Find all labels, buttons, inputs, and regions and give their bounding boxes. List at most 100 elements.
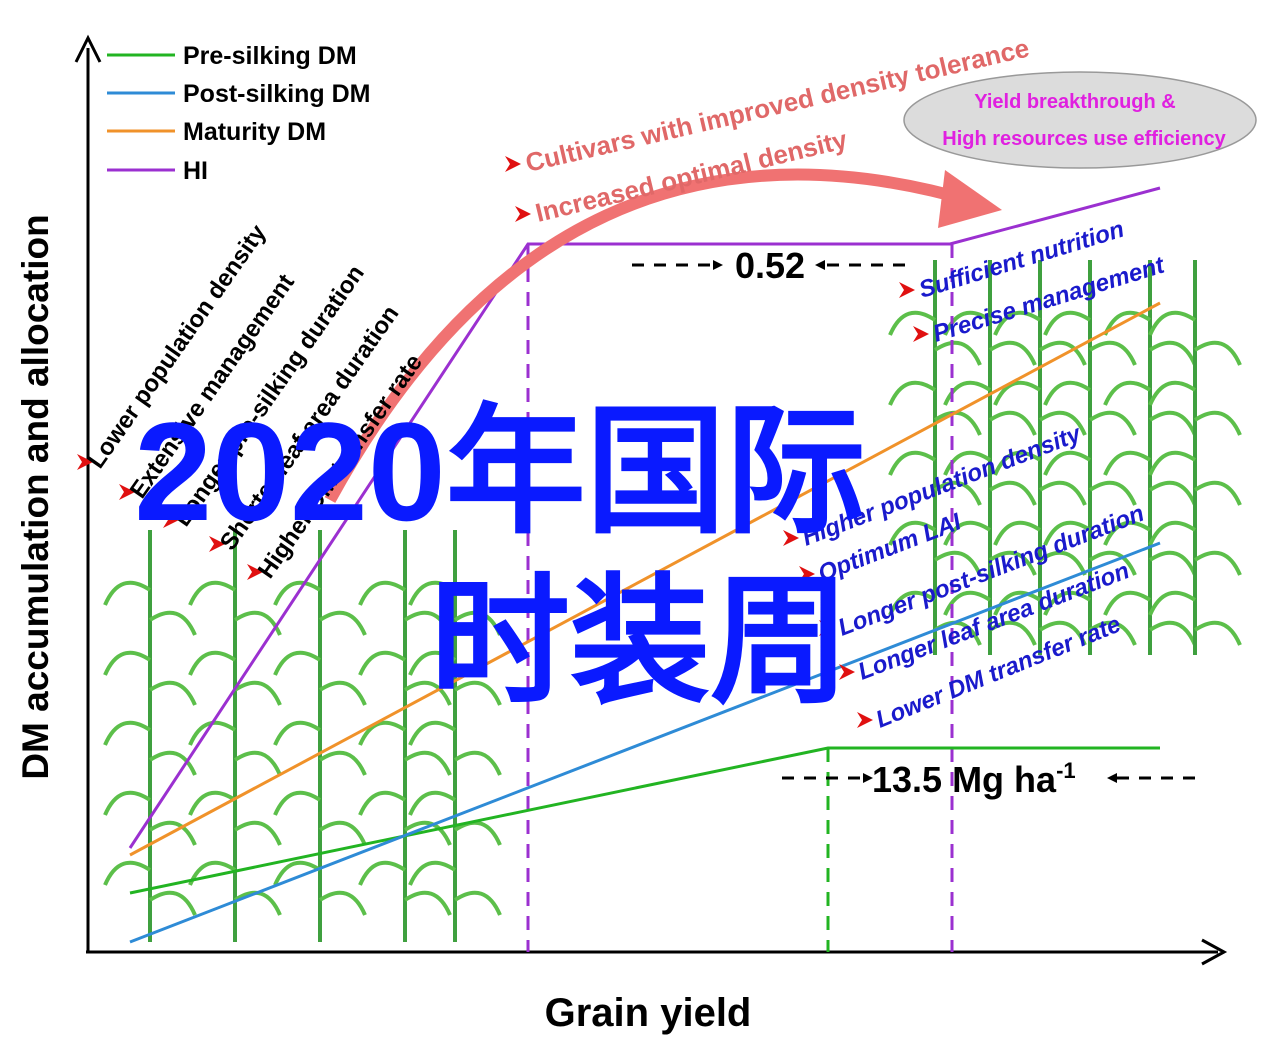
leaf — [1193, 620, 1242, 646]
leaf — [993, 450, 1042, 476]
leaf — [408, 860, 457, 886]
leaf — [1043, 450, 1092, 476]
leaf — [188, 650, 237, 676]
leaf — [943, 520, 992, 546]
leaf — [233, 820, 282, 846]
leaf — [1043, 380, 1092, 406]
leaf — [273, 720, 322, 746]
leaf — [403, 750, 452, 776]
leaf — [408, 650, 457, 676]
y-axis-label: DM accumulation and allocation — [15, 214, 56, 779]
leaf — [888, 310, 937, 336]
leaf — [1088, 480, 1137, 506]
x-axis-arrow — [1201, 938, 1228, 966]
bullet-arrow — [515, 206, 531, 222]
bullet-arrow — [247, 564, 263, 580]
leaf — [103, 790, 152, 816]
bullet-arrow — [857, 712, 873, 728]
bullet-arrow — [77, 454, 93, 470]
leaf — [103, 720, 152, 746]
leaf — [943, 590, 992, 616]
leaf — [933, 550, 982, 576]
post-silking-line — [129, 541, 1161, 944]
leaf — [1043, 520, 1092, 546]
yield-gap: 13.5 Mg ha-1 — [872, 758, 1076, 800]
leaf — [103, 860, 152, 886]
leaf — [318, 890, 367, 916]
legend: Pre-silking DM Post-silking DM Maturity … — [107, 42, 371, 185]
bullet-arrow — [119, 484, 135, 500]
leaf — [1193, 340, 1242, 366]
bullet-arrow — [163, 512, 179, 528]
leaf — [933, 410, 982, 436]
leaf — [888, 520, 937, 546]
maturity-line — [129, 301, 1161, 857]
leaf — [1103, 380, 1152, 406]
bullet-arrow — [783, 530, 799, 546]
leaf — [453, 750, 502, 776]
legend-label: HI — [183, 157, 208, 185]
leaf — [408, 580, 457, 606]
hi-line — [128, 186, 1161, 849]
leaf — [188, 580, 237, 606]
bullet-arrow — [209, 536, 225, 552]
leaf — [148, 610, 197, 636]
leaf — [403, 610, 452, 636]
leaf — [1103, 310, 1152, 336]
leaf — [993, 310, 1042, 336]
leaf — [1038, 340, 1087, 366]
leaf — [1148, 310, 1197, 336]
leaf — [453, 610, 502, 636]
leaf — [933, 480, 982, 506]
leaf — [1193, 480, 1242, 506]
ellipse-text: Yield breakthrough & — [974, 91, 1176, 113]
leaf — [273, 860, 322, 886]
leaf — [403, 680, 452, 706]
bullet-arrow — [839, 664, 855, 680]
watermark: 2020年国际 — [134, 393, 865, 550]
hi-gap: 0.52 — [735, 245, 805, 286]
leaf — [358, 860, 407, 886]
leaf — [1043, 310, 1092, 336]
leaf — [233, 610, 282, 636]
leaf — [408, 790, 457, 816]
leaf — [188, 790, 237, 816]
leaf — [358, 650, 407, 676]
leaf — [233, 680, 282, 706]
legend-label: Pre-silking DM — [183, 42, 357, 70]
leaf — [453, 820, 502, 846]
leaf — [1038, 550, 1087, 576]
big-arrow-head — [938, 170, 1002, 228]
leaf — [988, 410, 1037, 436]
leaf — [358, 790, 407, 816]
leaf — [1038, 620, 1087, 646]
leaf — [988, 340, 1037, 366]
leaf — [318, 820, 367, 846]
leaf — [403, 890, 452, 916]
leaf — [988, 620, 1037, 646]
yield-gap-text: 13.5 Mg ha — [872, 759, 1057, 800]
leaf — [943, 310, 992, 336]
leaf — [1193, 550, 1242, 576]
bullet-arrow — [899, 282, 915, 298]
leaf — [1148, 590, 1197, 616]
leaf — [1088, 410, 1137, 436]
leaf — [318, 610, 367, 636]
leaf — [1088, 620, 1137, 646]
leaf — [233, 750, 282, 776]
leaf — [1148, 480, 1197, 506]
legend-label: Maturity DM — [183, 118, 326, 146]
leaf — [318, 680, 367, 706]
leaf — [318, 750, 367, 776]
ellipse-text: High resources use efficiency — [942, 128, 1226, 150]
leaf — [943, 450, 992, 476]
corn-plants — [103, 260, 1242, 942]
leaf — [993, 590, 1042, 616]
y-axis-arrow — [74, 34, 102, 63]
leaf — [988, 480, 1037, 506]
leaf — [148, 750, 197, 776]
leaf — [188, 720, 237, 746]
leaf — [988, 550, 1037, 576]
leaf — [1148, 410, 1197, 436]
